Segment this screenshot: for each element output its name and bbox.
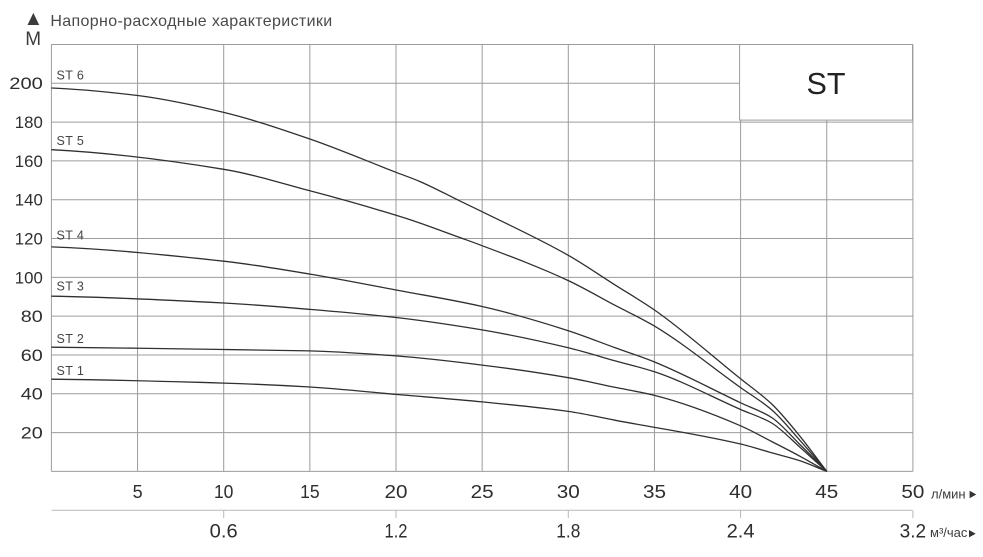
svg-text:2.4: 2.4 xyxy=(727,521,755,543)
svg-text:25: 25 xyxy=(471,482,494,502)
svg-text:35: 35 xyxy=(643,482,666,502)
svg-text:100: 100 xyxy=(15,269,43,287)
svg-text:М: М xyxy=(25,29,41,50)
svg-text:80: 80 xyxy=(21,308,43,326)
svg-text:40: 40 xyxy=(729,482,752,502)
svg-text:45: 45 xyxy=(815,482,838,502)
svg-text:ST: ST xyxy=(807,67,846,101)
svg-text:140: 140 xyxy=(15,192,43,210)
svg-text:15: 15 xyxy=(300,482,320,502)
svg-text:30: 30 xyxy=(557,482,580,502)
svg-text:20: 20 xyxy=(21,425,43,443)
svg-text:1.2: 1.2 xyxy=(385,521,408,543)
svg-text:180: 180 xyxy=(15,114,43,132)
svg-text:160: 160 xyxy=(15,153,43,171)
svg-text:0.6: 0.6 xyxy=(210,521,238,543)
svg-text:ST 5: ST 5 xyxy=(57,134,85,148)
svg-text:м³/час: м³/час xyxy=(930,525,968,540)
svg-text:20: 20 xyxy=(385,482,408,502)
svg-text:ST 2: ST 2 xyxy=(57,332,85,346)
svg-text:60: 60 xyxy=(21,347,43,365)
svg-text:200: 200 xyxy=(9,75,43,93)
svg-text:1.8: 1.8 xyxy=(556,521,580,543)
svg-text:50: 50 xyxy=(901,482,924,502)
svg-text:ST 4: ST 4 xyxy=(57,229,85,243)
svg-text:120: 120 xyxy=(15,230,43,248)
svg-text:5: 5 xyxy=(133,482,143,502)
svg-text:3.2: 3.2 xyxy=(900,521,927,543)
svg-text:ST 3: ST 3 xyxy=(57,280,85,294)
svg-text:40: 40 xyxy=(21,386,43,404)
svg-text:ST 6: ST 6 xyxy=(57,68,85,82)
svg-text:10: 10 xyxy=(214,482,234,502)
svg-text:ST 1: ST 1 xyxy=(57,364,85,378)
svg-text:л/мин: л/мин xyxy=(931,487,966,502)
svg-text:Напорно-расходные характеристи: Напорно-расходные характеристики xyxy=(50,13,332,30)
